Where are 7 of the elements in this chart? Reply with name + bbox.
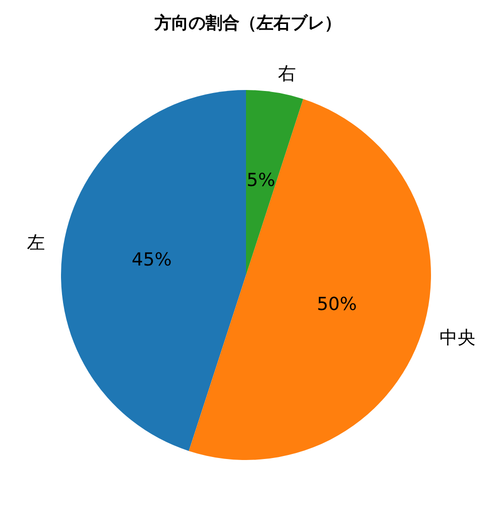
- chart-title: 方向の割合（左右ブレ）: [154, 14, 342, 34]
- data-label: 45%: [132, 250, 172, 271]
- slice-label: 右: [278, 64, 296, 85]
- data-label: 5%: [246, 170, 276, 192]
- slice-label: 左: [27, 232, 46, 254]
- slice-label: 中央: [440, 327, 476, 348]
- data-label: 50%: [316, 294, 357, 316]
